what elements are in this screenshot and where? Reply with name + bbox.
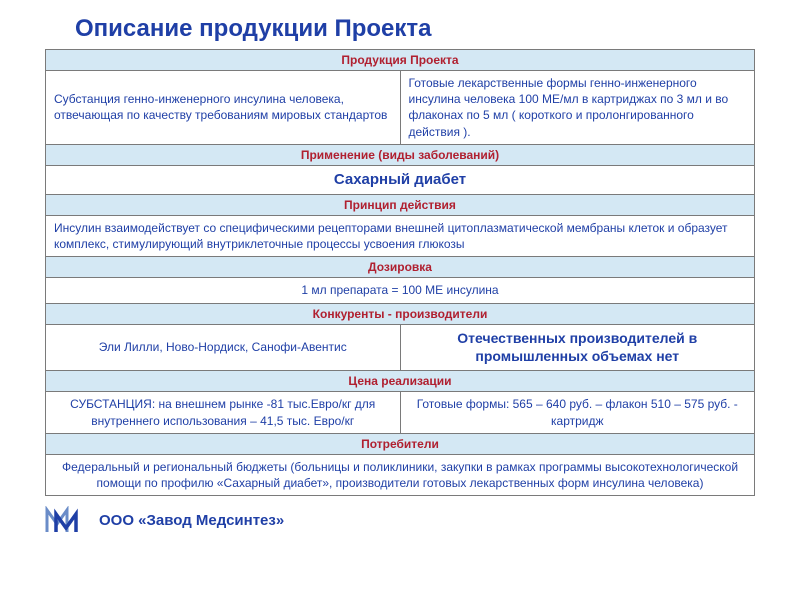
footer: ООО «Завод Медсинтез»	[45, 506, 755, 534]
section-header-dosage: Дозировка	[46, 257, 755, 278]
page-title: Описание продукции Проекта	[75, 15, 755, 43]
section-header-principle: Принцип действия	[46, 195, 755, 216]
medsintez-logo-icon	[45, 506, 89, 534]
cell-finished-forms: Готовые лекарственные формы генно-инжене…	[400, 71, 755, 145]
section-header-price: Цена реализации	[46, 371, 755, 392]
section-header-consumers: Потребители	[46, 433, 755, 454]
product-description-table: Продукция Проекта Субстанция генно-инжен…	[45, 49, 755, 496]
cell-principle: Инсулин взаимодействует со специфическим…	[46, 216, 755, 257]
cell-price-forms: Готовые формы: 565 – 640 руб. – флакон 5…	[400, 392, 755, 433]
section-header-competitors: Конкуренты - производители	[46, 303, 755, 324]
cell-disease: Сахарный диабет	[46, 165, 755, 194]
cell-substance: Субстанция генно-инженерного инсулина че…	[46, 71, 401, 145]
cell-competitors-domestic: Отечественных производителей в промышлен…	[400, 324, 755, 371]
cell-price-substance: СУБСТАНЦИЯ: на внешнем рынке -81 тыс.Евр…	[46, 392, 401, 433]
cell-competitors-foreign: Эли Лилли, Ново-Нордиск, Санофи-Авентис	[46, 324, 401, 371]
cell-dosage: 1 мл препарата = 100 МЕ инсулина	[46, 278, 755, 303]
section-header-application: Применение (виды заболеваний)	[46, 144, 755, 165]
section-header-products: Продукция Проекта	[46, 50, 755, 71]
cell-consumers: Федеральный и региональный бюджеты (боль…	[46, 454, 755, 495]
footer-company: ООО «Завод Медсинтез»	[99, 512, 284, 529]
